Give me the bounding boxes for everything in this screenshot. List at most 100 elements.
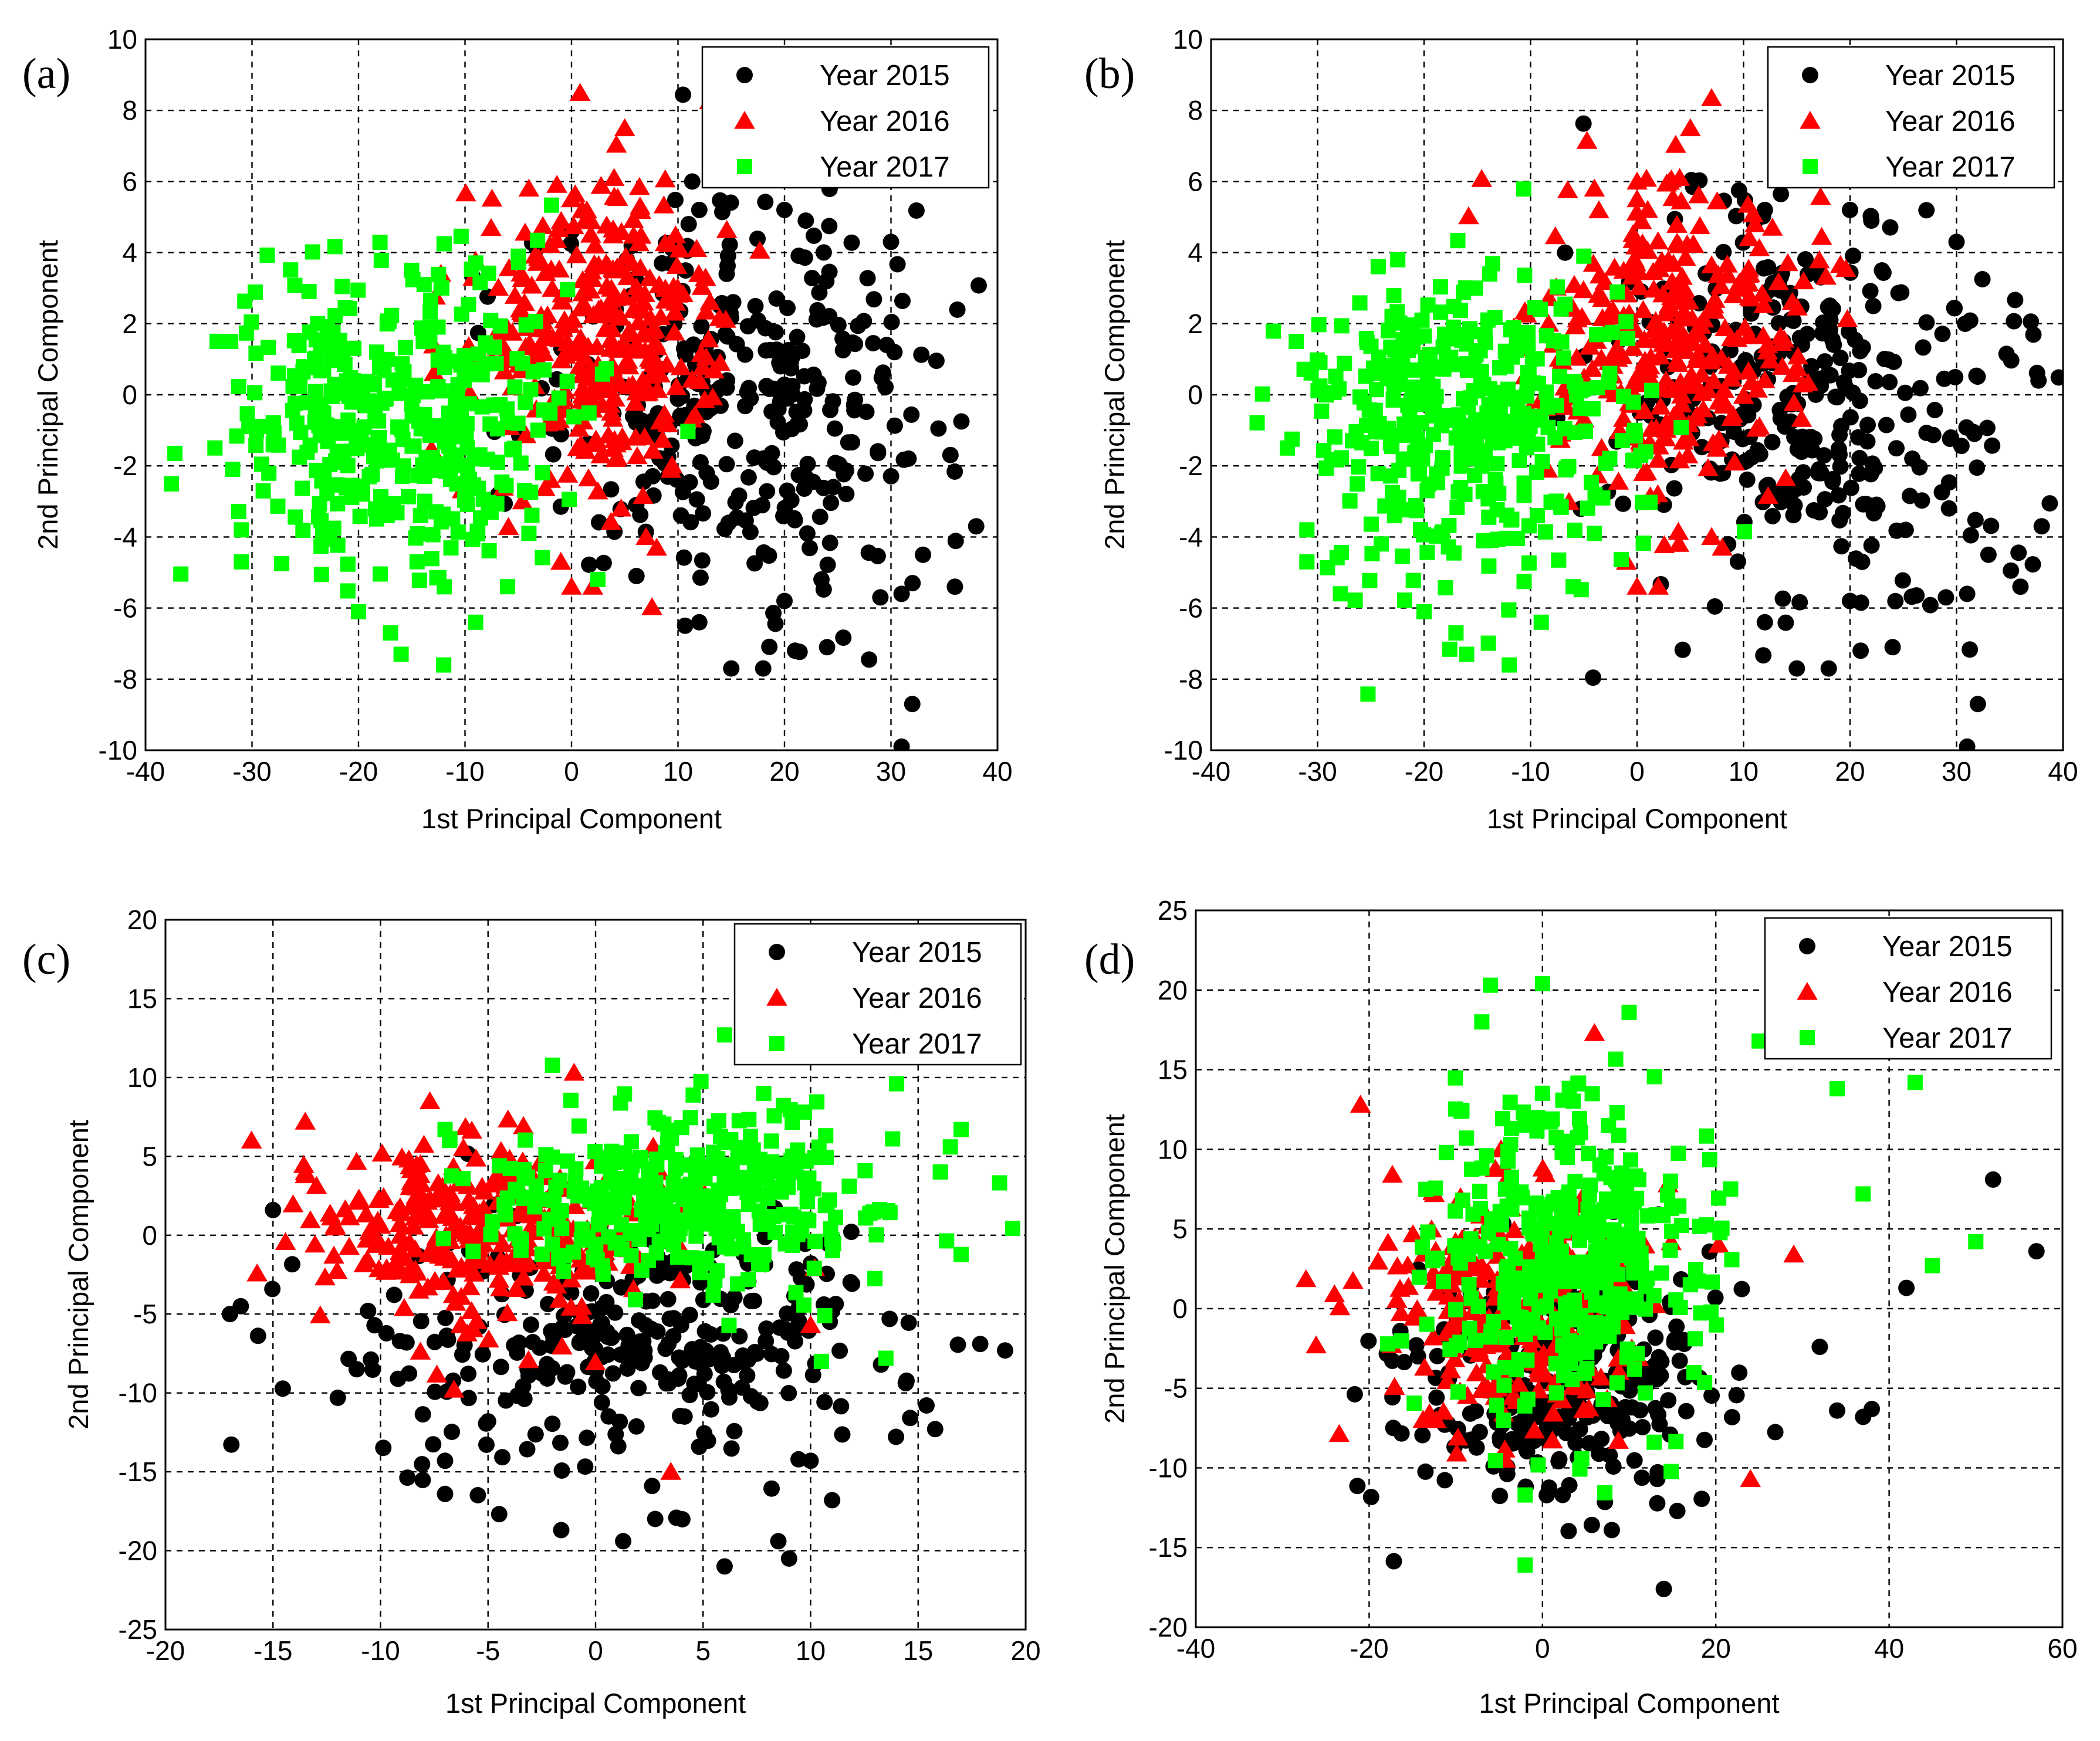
data-point-circle [768,341,785,358]
data-point-square [1614,552,1629,567]
data-point-square [1438,1144,1454,1160]
data-point-circle [603,481,620,498]
data-point-square [623,1248,639,1264]
y-tick-label: -6 [113,593,137,624]
data-point-triangle [1666,215,1688,233]
data-point-square [1625,394,1641,410]
data-point-square [731,1113,747,1129]
data-point-circle [1696,1431,1713,1448]
data-point-circle [953,413,970,430]
data-point-circle [264,1281,281,1298]
data-point-circle [676,1408,693,1425]
data-point-triangle [496,1303,518,1322]
data-point-triangle [692,357,713,375]
data-point-square [784,1238,800,1253]
data-point-circle [1845,248,1862,265]
data-point-triangle [635,527,657,545]
x-tick-label: -10 [445,756,484,787]
data-point-triangle [1751,284,1773,302]
data-point-triangle [309,1305,331,1323]
data-point-circle [804,1367,821,1384]
x-tick-label: 0 [588,1635,603,1666]
data-point-triangle [1726,328,1748,347]
data-point-circle [1837,378,1854,395]
data-point-triangle [513,1268,535,1286]
data-point-square [674,1120,689,1136]
data-point-circle [842,1273,859,1290]
data-point-triangle [658,234,680,252]
data-point-square [481,543,497,558]
data-point-square [1548,1235,1564,1251]
data-point-square [1500,1144,1516,1160]
data-point-circle [878,337,895,354]
data-point-square [1385,392,1401,408]
data-point-triangle [490,1278,511,1296]
data-point-circle [691,201,708,218]
data-point-square [1565,1093,1581,1109]
data-point-circle [685,336,702,353]
y-tick-label: -15 [1149,1532,1188,1563]
data-point-circle [1974,271,1991,287]
data-point-triangle [655,290,677,309]
data-point-triangle [1668,279,1689,297]
data-point-square [1737,524,1753,540]
data-point-triangle [349,1191,370,1210]
data-point-circle [716,520,733,537]
data-point-circle [796,402,813,419]
data-point-square [1359,418,1375,433]
y-tick-label: -6 [1179,593,1203,624]
x-tick-label: -10 [361,1635,400,1666]
data-point-triangle [1579,337,1601,355]
data-point-square [1483,1323,1499,1339]
data-point-circle [1874,262,1891,279]
data-point-square [371,360,387,375]
data-point-circle [1962,312,1979,329]
data-point-square [743,1247,759,1262]
data-point-square [1498,1330,1514,1346]
data-point-square [164,476,179,492]
data-point-triangle [608,340,630,358]
data-point-circle [1882,219,1899,236]
data-point-triangle [1412,1410,1434,1428]
data-point-square [1544,1111,1560,1127]
legend-entry: Year 2017 [820,151,950,183]
data-point-square [1598,1149,1614,1165]
data-point-circle [806,227,823,244]
data-point-square [1907,1075,1923,1090]
data-point-triangle [1791,409,1812,427]
data-point-triangle [295,1112,316,1130]
data-point-square [1439,331,1455,347]
data-point-triangle [552,1336,573,1355]
data-point-square [223,334,239,350]
data-point-circle [681,1387,698,1404]
data-point-triangle [1342,1271,1364,1289]
data-point-square [247,385,263,401]
data-point-triangle [1670,191,1692,209]
data-point-square [340,583,356,599]
data-point-circle [805,366,822,383]
data-point-circle [1940,474,1957,491]
data-point-triangle [1508,1374,1529,1392]
data-point-circle [412,1313,430,1330]
data-point-triangle [1703,295,1724,314]
data-point-square [1530,508,1546,524]
data-point-circle [492,1359,509,1376]
data-point-circle [1830,487,1847,504]
data-point-square [1511,453,1527,468]
data-point-triangle [323,1245,344,1264]
data-point-square [472,510,488,526]
data-point-square [1446,545,1462,561]
data-point-square [1266,323,1281,339]
data-point-circle [904,696,921,713]
data-point-circle [1669,1502,1686,1519]
data-point-square [239,406,255,422]
y-tick-label: -2 [113,451,137,481]
data-point-square [1724,1252,1740,1268]
data-point-triangle [1761,218,1783,236]
data-point-square [1614,433,1630,449]
data-point-circle [1764,507,1781,524]
data-point-circle [1842,479,1859,496]
data-point-circle [516,1390,533,1407]
data-point-square [587,1144,603,1160]
data-point-square [1299,522,1315,538]
